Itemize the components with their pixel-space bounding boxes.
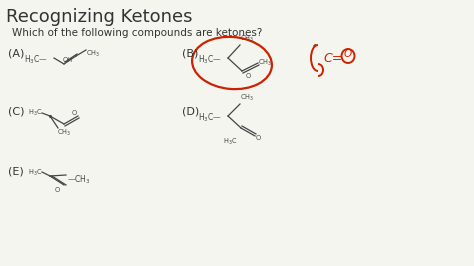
Text: (E): (E) <box>8 166 24 176</box>
Text: Recognizing Ketones: Recognizing Ketones <box>6 8 192 26</box>
Text: H$_3$C—: H$_3$C— <box>198 53 222 65</box>
Text: H$_3$C: H$_3$C <box>223 137 237 147</box>
Text: O: O <box>55 187 60 193</box>
Text: (A): (A) <box>8 48 24 58</box>
Text: O: O <box>72 110 77 116</box>
Text: O: O <box>256 135 261 141</box>
Text: C=: C= <box>323 52 342 65</box>
Text: (B): (B) <box>182 48 199 58</box>
Text: OH: OH <box>63 57 73 63</box>
Text: Which of the following compounds are ketones?: Which of the following compounds are ket… <box>12 28 263 38</box>
Text: H$_3$C—: H$_3$C— <box>198 111 222 123</box>
Text: O: O <box>344 49 352 59</box>
Text: H$_3$C: H$_3$C <box>28 168 42 178</box>
Text: —CH$_3$: —CH$_3$ <box>67 174 91 186</box>
Text: H$_3$C: H$_3$C <box>28 108 42 118</box>
Text: (D): (D) <box>182 106 199 116</box>
Text: H$_3$C—: H$_3$C— <box>24 53 48 65</box>
Text: CH$_3$: CH$_3$ <box>86 49 100 59</box>
Text: CH$_3$: CH$_3$ <box>240 34 254 44</box>
Text: CH$_3$: CH$_3$ <box>57 128 71 138</box>
Text: CH$_3$: CH$_3$ <box>258 58 272 68</box>
Text: CH$_3$: CH$_3$ <box>240 93 254 103</box>
Text: (C): (C) <box>8 106 25 116</box>
Text: O: O <box>246 73 251 79</box>
